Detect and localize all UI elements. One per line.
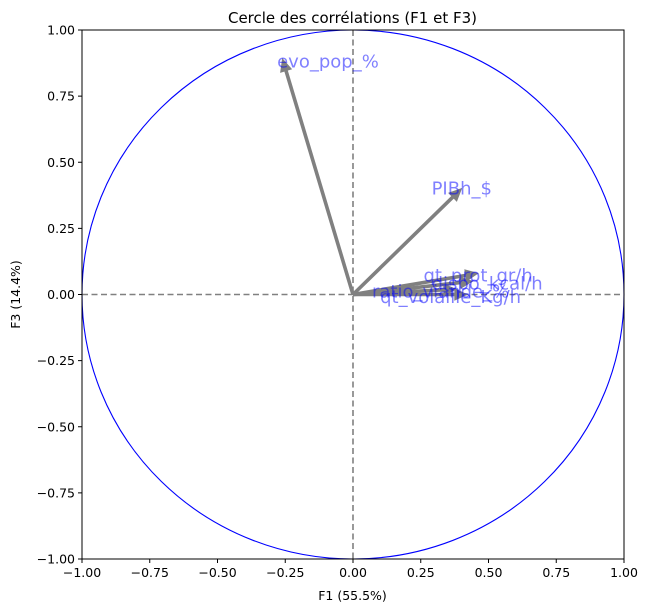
y-tick-label: −0.50 [37,419,75,434]
y-tick-label: 0.00 [47,287,75,302]
y-tick-label: 0.50 [47,155,75,170]
x-tick-label: 0.75 [542,565,570,580]
x-tick-label: −1.00 [63,565,101,580]
vector-arrow-head [280,57,293,73]
y-axis-label: F3 (14.4%) [8,260,23,329]
vector-arrow-head [454,288,469,301]
variable-label: dispo_kcal/h [432,274,543,295]
vector-arrow-head [459,276,474,289]
y-tick-label: −0.25 [37,353,75,368]
vector-arrow-head [448,187,463,202]
variable-label: qt_volaille_Kg/h [380,287,521,308]
x-tick-label: 0.00 [339,565,367,580]
vector-arrow-head [443,283,458,297]
x-tick-label: 0.25 [407,565,435,580]
y-tick-label: −0.75 [37,485,75,500]
x-tick-label: 0.50 [475,565,503,580]
plot-area: evo_pop_% PIBh_$ qt_prot_gr/hdispo_kcal/hr… [37,23,638,581]
variable-label: ratio_viande_% [372,282,509,303]
chart-title: Cercle des corrélations (F1 et F3) [228,9,477,27]
y-tick-label: −1.00 [37,552,75,567]
x-tick-label: −0.75 [131,565,169,580]
y-tick-label: 0.25 [47,221,75,236]
variable-label: evo_pop_% [277,51,379,72]
x-tick-label: 1.00 [610,565,638,580]
vector-arrow-head [464,269,479,282]
y-tick-label: 0.75 [47,89,75,104]
vector-arrow-shaft [351,195,455,296]
x-tick-label: −0.25 [266,565,304,580]
x-tick-label: −0.50 [198,565,236,580]
vector-arrow-shaft [284,70,355,296]
x-axis-label: F1 (55.5%) [318,588,387,603]
y-tick-label: 1.00 [47,23,75,38]
variable-label: PIBh_$ [432,178,492,199]
variable-label: qt_prot_gr/h [423,266,532,287]
